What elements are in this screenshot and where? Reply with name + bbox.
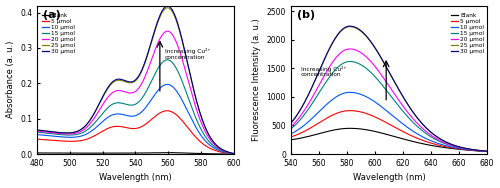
Legend: Blank, 5 μmol, 10 μmol, 15 μmol, 20 μmol, 25 μmol, 30 μmol: Blank, 5 μmol, 10 μmol, 15 μmol, 20 μmol… xyxy=(42,13,76,54)
Text: Increasing Cu²⁺
concentration: Increasing Cu²⁺ concentration xyxy=(165,48,210,60)
Y-axis label: Fluorescence Intensity (a. u.): Fluorescence Intensity (a. u.) xyxy=(252,18,261,141)
Text: (a): (a) xyxy=(43,10,60,20)
Y-axis label: Absorbance (a. u.): Absorbance (a. u.) xyxy=(6,41,15,118)
X-axis label: Wavelength (nm): Wavelength (nm) xyxy=(99,174,172,182)
Text: (b): (b) xyxy=(296,10,315,20)
Legend: Blank, 5 μmol, 10 μmol, 15 μmol, 20 μmol, 25 μmol, 30 μmol: Blank, 5 μmol, 10 μmol, 15 μmol, 20 μmol… xyxy=(451,13,484,54)
X-axis label: Wavelength (nm): Wavelength (nm) xyxy=(352,174,426,182)
Text: Increasing Cu²⁺
concentration: Increasing Cu²⁺ concentration xyxy=(300,65,346,77)
